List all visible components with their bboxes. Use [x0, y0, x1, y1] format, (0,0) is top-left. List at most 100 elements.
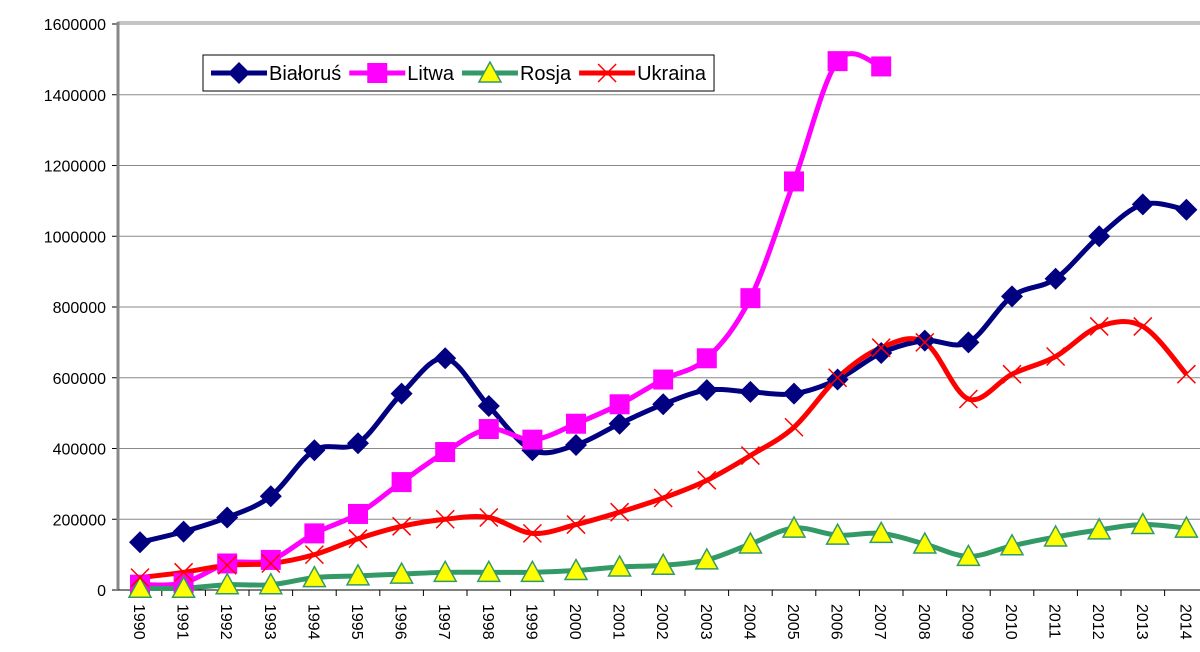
data-point [652, 393, 675, 416]
legend-label: Litwa [407, 63, 455, 85]
data-point [999, 533, 1025, 556]
data-point [522, 523, 542, 543]
data-point [258, 572, 284, 595]
x-tick-label: 1994 [304, 604, 321, 640]
legend-marker [367, 63, 388, 83]
y-tick-label: 1400000 [44, 88, 106, 105]
y-tick-label: 1200000 [44, 159, 106, 176]
data-point [913, 329, 936, 352]
data-point [127, 575, 153, 598]
data-point [868, 520, 894, 544]
data-point [608, 412, 631, 435]
data-point [607, 554, 632, 577]
data-point [609, 394, 630, 415]
data-point [478, 419, 499, 440]
data-point [957, 331, 980, 354]
y-tick-label: 200000 [53, 512, 106, 529]
data-point [520, 559, 545, 583]
x-tick-label: 1995 [348, 604, 365, 640]
data-point [738, 531, 763, 554]
data-point [783, 382, 805, 405]
data-point [1174, 515, 1199, 538]
data-point [565, 433, 587, 456]
data-point [1046, 346, 1066, 367]
data-point [610, 502, 630, 522]
data-point [1175, 198, 1198, 221]
x-tick-label: 1990 [130, 604, 147, 640]
data-point [784, 171, 804, 192]
y-tick-label: 1000000 [44, 229, 106, 246]
data-point [171, 575, 196, 598]
data-point [740, 446, 760, 466]
x-tick-label: 1991 [174, 604, 191, 640]
data-point [827, 51, 848, 72]
data-point [1131, 193, 1154, 216]
data-point [958, 389, 978, 409]
data-point [1001, 285, 1023, 308]
data-point [348, 529, 368, 549]
data-point [1086, 517, 1112, 540]
data-point [130, 568, 150, 588]
data-point [476, 559, 502, 583]
data-point [1044, 267, 1067, 290]
data-point [217, 555, 237, 575]
legend: Białoruś Litwa Rosja Ukraina [202, 54, 715, 92]
x-tick-label: 2007 [871, 604, 888, 640]
data-point [347, 432, 369, 455]
data-point [259, 485, 282, 508]
plot-area [117, 21, 1200, 591]
data-point [826, 368, 849, 391]
data-point [217, 553, 238, 574]
x-tick-label: 2009 [958, 604, 975, 640]
data-point [390, 382, 413, 405]
data-point [956, 543, 981, 567]
data-point [479, 507, 499, 528]
y-tick-label: 1600000 [44, 17, 106, 34]
data-point [304, 523, 325, 544]
legend-marker [477, 60, 503, 83]
data-point [304, 545, 324, 565]
legend-label: Ukraina [637, 63, 707, 85]
data-point [566, 413, 586, 434]
x-tick-label: 1993 [261, 604, 278, 640]
x-tick-label: 2014 [1176, 604, 1193, 640]
data-point [871, 338, 891, 358]
x-tick-label: 1996 [392, 604, 409, 640]
x-tick-label: 2004 [740, 604, 757, 640]
data-point [214, 572, 240, 595]
y-tick-label: 0 [97, 583, 106, 600]
data-point [653, 488, 673, 508]
data-point [1088, 225, 1111, 248]
data-point [695, 379, 718, 402]
x-tick-label: 1992 [217, 604, 234, 640]
x-tick-label: 1999 [522, 604, 539, 640]
data-point [435, 509, 455, 529]
data-point [302, 565, 327, 588]
data-point [1176, 364, 1196, 384]
x-tick-label: 2000 [566, 604, 583, 640]
data-point [174, 562, 194, 582]
x-tick-label: 2010 [1002, 604, 1019, 640]
data-point [696, 348, 717, 369]
x-tick-label: 1997 [435, 604, 452, 640]
data-point [389, 561, 414, 584]
data-point [1133, 316, 1153, 336]
data-point [434, 347, 457, 370]
legend-label: Rosja [520, 63, 572, 85]
data-point [1089, 316, 1109, 336]
x-tick-label: 2001 [610, 604, 627, 640]
data-point [391, 472, 412, 493]
data-point [781, 515, 807, 538]
data-point [129, 531, 151, 554]
data-point [740, 288, 761, 309]
data-point [216, 506, 239, 529]
data-point [1130, 511, 1156, 535]
legend-marker [597, 63, 617, 83]
data-point [260, 549, 281, 570]
legend-marker [228, 62, 250, 84]
data-point [697, 470, 717, 490]
x-tick-label: 2005 [784, 604, 801, 640]
x-tick-label: 1998 [479, 604, 496, 640]
